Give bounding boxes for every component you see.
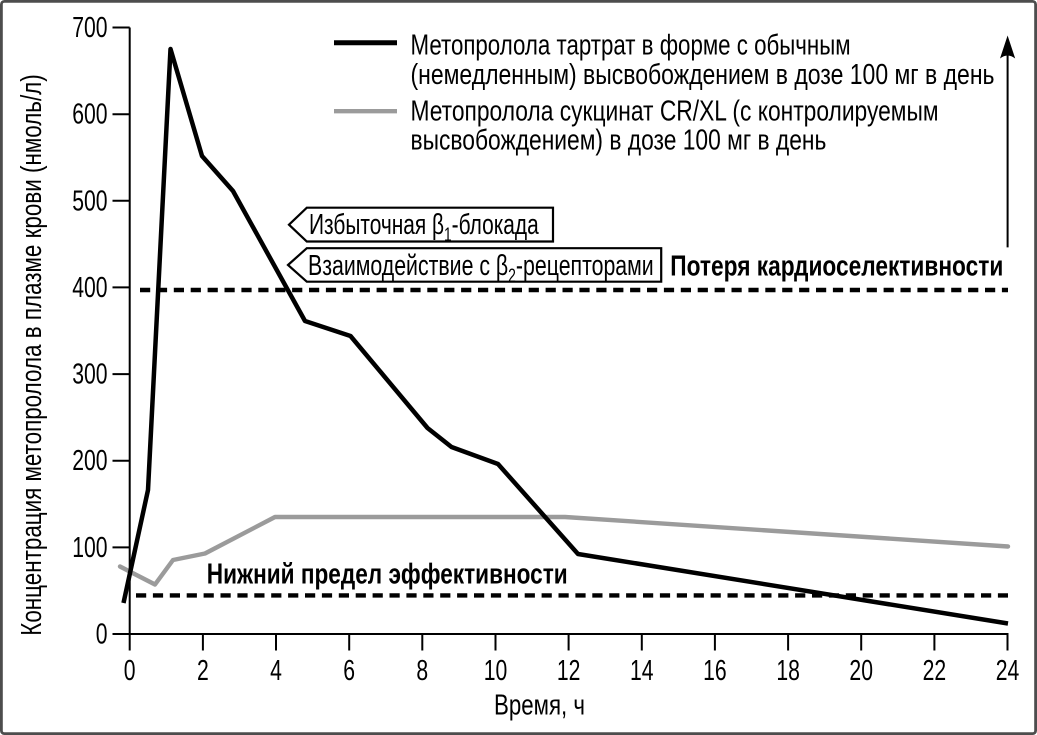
svg-text:Избыточная β1-блокада: Избыточная β1-блокада bbox=[309, 209, 540, 246]
svg-text:высвобождением) в дозе 100 мг: высвобождением) в дозе 100 мг в день bbox=[411, 123, 827, 156]
svg-text:8: 8 bbox=[416, 655, 428, 687]
svg-text:14: 14 bbox=[630, 655, 654, 687]
svg-text:18: 18 bbox=[776, 655, 800, 687]
svg-text:Метопролола сукцинат CR/XL (с: Метопролола сукцинат CR/XL (с контролиру… bbox=[411, 94, 939, 127]
svg-text:10: 10 bbox=[484, 655, 508, 687]
svg-text:Время, ч: Время, ч bbox=[494, 690, 585, 721]
svg-text:400: 400 bbox=[72, 272, 107, 304]
svg-text:500: 500 bbox=[72, 185, 107, 217]
svg-text:300: 300 bbox=[72, 358, 107, 390]
svg-text:22: 22 bbox=[923, 655, 947, 687]
svg-text:6: 6 bbox=[343, 655, 355, 687]
svg-text:700: 700 bbox=[72, 12, 107, 44]
svg-text:24: 24 bbox=[996, 655, 1020, 687]
svg-text:2: 2 bbox=[197, 655, 209, 687]
svg-text:12: 12 bbox=[557, 655, 581, 687]
svg-text:16: 16 bbox=[703, 655, 727, 687]
svg-text:Метопролола тартрат в форме с: Метопролола тартрат в форме с обычным bbox=[411, 30, 851, 61]
svg-text:4: 4 bbox=[270, 655, 282, 687]
svg-text:0: 0 bbox=[124, 655, 136, 687]
svg-text:Нижний предел эффективности: Нижний предел эффективности bbox=[207, 557, 568, 590]
svg-text:600: 600 bbox=[72, 99, 107, 131]
svg-text:Взаимодействие с β2-рецепторам: Взаимодействие с β2-рецепторами bbox=[308, 250, 654, 287]
svg-text:Концентрация метопролола в пла: Концентрация метопролола в плазме крови … bbox=[16, 74, 47, 635]
svg-text:100: 100 bbox=[72, 532, 107, 564]
svg-text:Потеря кардиоселективности: Потеря кардиоселективности bbox=[670, 249, 1003, 282]
svg-text:20: 20 bbox=[849, 655, 873, 687]
svg-text:200: 200 bbox=[72, 445, 107, 477]
svg-text:0: 0 bbox=[96, 618, 108, 650]
svg-text:(немедленным) высвобождением в: (немедленным) высвобождением в дозе 100 … bbox=[411, 57, 995, 90]
